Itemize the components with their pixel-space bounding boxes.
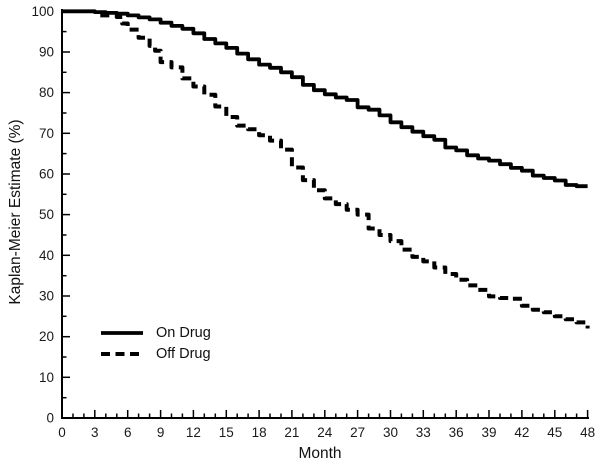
x-tick-label: 27 <box>350 425 365 440</box>
y-tick-label: 100 <box>31 4 54 19</box>
x-axis-title: Month <box>298 445 342 462</box>
x-tick-label: 48 <box>580 425 595 440</box>
x-tick-label: 12 <box>186 425 201 440</box>
x-tick-label: 0 <box>58 425 66 440</box>
legend-item-on-drug: On Drug <box>99 322 211 343</box>
y-tick-label: 30 <box>39 289 54 304</box>
series-off-drug <box>100 13 590 329</box>
x-tick-label: 9 <box>157 425 165 440</box>
x-tick-label: 45 <box>547 425 562 440</box>
y-tick-label: 10 <box>39 370 54 385</box>
y-tick-label: 20 <box>39 329 54 344</box>
on-drug-line-sample <box>101 330 143 335</box>
x-tick-label: 42 <box>514 425 529 440</box>
y-tick-label: 60 <box>39 167 54 182</box>
x-tick-label: 36 <box>449 425 464 440</box>
x-tick-label: 33 <box>416 425 431 440</box>
y-axis-title: Kaplan-Meier Estimate (%) <box>7 119 24 305</box>
axes-lines <box>61 9 589 419</box>
x-tick-label: 3 <box>91 425 99 440</box>
legend-item-off-drug: Off Drug <box>99 343 211 364</box>
y-tick-label: 90 <box>39 45 54 60</box>
x-tick-label: 30 <box>383 425 398 440</box>
x-tick-label: 21 <box>284 425 299 440</box>
x-tick-label: 18 <box>252 425 267 440</box>
legend-label-on-drug: On Drug <box>156 324 211 341</box>
x-tick-label: 24 <box>317 425 333 440</box>
legend-label-off-drug: Off Drug <box>156 345 211 362</box>
y-tick-label: 0 <box>46 411 54 426</box>
y-tick-label: 50 <box>39 207 54 222</box>
y-tick-label: 40 <box>39 248 54 263</box>
y-tick-label: 80 <box>39 85 54 100</box>
legend: On Drug Off Drug <box>99 322 211 364</box>
x-tick-label: 6 <box>124 425 132 440</box>
off-drug-line-sample <box>101 351 143 356</box>
x-tick-label: 39 <box>481 425 496 440</box>
y-tick-label: 70 <box>39 126 54 141</box>
x-tick-label: 15 <box>219 425 234 440</box>
series-on-drug <box>62 9 588 189</box>
